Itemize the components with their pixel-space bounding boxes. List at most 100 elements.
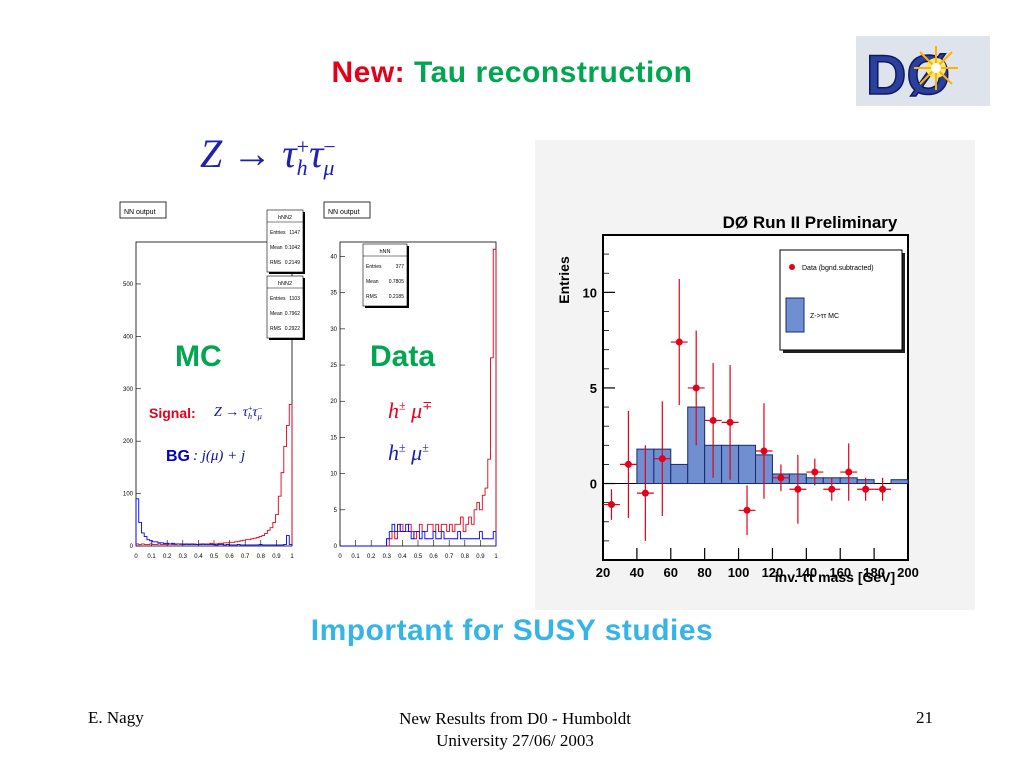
x-tick-label: 120 xyxy=(762,565,784,580)
y-tick-label: 10 xyxy=(330,472,337,478)
y-tick-label: 100 xyxy=(123,492,134,498)
data-point xyxy=(743,506,751,514)
panel-title: NN output xyxy=(328,209,360,216)
y-tick-label: 500 xyxy=(123,282,134,288)
y-tick-label: 5 xyxy=(590,381,597,396)
stat-box-value: 1103 xyxy=(289,296,300,302)
stat-box-name: hNN xyxy=(379,249,390,255)
legend-mc-label: Z->ττ MC xyxy=(810,313,839,320)
data-point xyxy=(862,485,870,493)
d0-logo-icon: DØ xyxy=(856,36,990,106)
stat-box-key: Entries xyxy=(270,296,286,302)
stat-box-value: 0.2185 xyxy=(389,294,405,300)
x-tick-label: 160 xyxy=(829,565,851,580)
slide-subtitle: Important for SUSY studies xyxy=(310,614,714,647)
stat-box-key: Mean xyxy=(366,279,379,285)
x-axis-label: inv. ττ mass [GeV] xyxy=(775,569,895,585)
data-point xyxy=(624,460,632,468)
x-tick-label: 0.4 xyxy=(194,554,203,560)
data-point xyxy=(658,455,666,463)
y-tick-label: 15 xyxy=(330,435,337,441)
x-tick-label: 0.7 xyxy=(241,554,250,560)
y-tick-label: 300 xyxy=(123,387,134,393)
x-tick-label: 0.1 xyxy=(351,554,360,560)
mc-bar xyxy=(670,463,689,485)
slide-title: New: Tau reconstruction xyxy=(0,56,1024,90)
x-tick-label: 0 xyxy=(134,554,138,560)
data-point xyxy=(726,418,734,426)
stat-box: hNN2 Entries 1103 Mean 0.7962 RMS 0.2922 xyxy=(266,275,305,340)
x-tick-label: 1 xyxy=(290,554,294,560)
stat-box-key: Entries xyxy=(366,264,382,270)
x-tick-label: 0.8 xyxy=(257,554,266,560)
x-tick-label: 60 xyxy=(664,565,678,580)
mc-bar xyxy=(738,444,757,485)
same-sign-label: h± μ± xyxy=(388,440,429,465)
x-tick-label: 20 xyxy=(596,565,610,580)
mc-nn-histogram: NN output 0 100 200 300 400 500 0 0.1 0.2 0.3 0.4 0.… xyxy=(119,201,305,560)
stat-box-value: 0.2149 xyxy=(285,260,301,266)
x-tick-label: 0.2 xyxy=(367,554,376,560)
stat-box-frame xyxy=(266,209,304,273)
stat-box-frame xyxy=(266,275,304,339)
stat-box-value: 0.7805 xyxy=(389,279,405,285)
data-point xyxy=(760,447,768,455)
y-tick-label: 0 xyxy=(334,544,338,550)
mc-label: MC xyxy=(175,340,222,373)
stat-box: hNN2 Entries 1147 Mean 0.1042 RMS 0.2149 xyxy=(266,209,305,274)
bg-formula: : j(μ) + j xyxy=(193,448,246,464)
stat-box: hNN Entries 377 Mean 0.7805 RMS 0.2185 xyxy=(362,243,409,308)
stat-box-value: 1147 xyxy=(289,230,300,236)
histogram-series-red xyxy=(135,404,293,546)
x-tick-label: 0.5 xyxy=(210,554,219,560)
data-point xyxy=(709,416,717,424)
panel-title-box xyxy=(119,201,167,219)
x-tick-label: 40 xyxy=(630,565,644,580)
x-tick-label: 0.9 xyxy=(476,554,485,560)
stat-box-value: 0.7962 xyxy=(285,311,301,317)
data-point xyxy=(828,485,836,493)
stat-box-key: RMS xyxy=(270,326,282,332)
x-tick-label: 0.5 xyxy=(414,554,423,560)
y-tick-label: 35 xyxy=(330,291,337,297)
signal-label: Signal: xyxy=(149,405,196,421)
y-tick-label: 0 xyxy=(130,544,134,550)
panel-title-box xyxy=(323,201,371,219)
footer-event: New Results from D0 - Humboldt Universit… xyxy=(399,709,631,750)
stat-box-key: RMS xyxy=(270,260,282,266)
y-tick-label: 40 xyxy=(330,254,337,260)
stat-box-value: 0.2922 xyxy=(285,326,301,332)
data-point xyxy=(845,468,853,476)
histogram-series-blue xyxy=(135,498,293,546)
formula-z-tau-h-tau-mu: Z → τ + h τ − μ xyxy=(200,131,336,180)
stat-box-key: Entries xyxy=(270,230,286,236)
y-tick-label: 200 xyxy=(123,439,134,445)
stat-box-value: 377 xyxy=(396,264,405,270)
mc-bar xyxy=(890,479,909,485)
y-tick-label: 5 xyxy=(334,508,338,514)
data-point xyxy=(607,501,615,509)
stat-box-key: RMS xyxy=(366,294,378,300)
x-tick-label: 80 xyxy=(697,565,711,580)
y-tick-label: 30 xyxy=(330,327,337,333)
x-tick-label: 0.3 xyxy=(179,554,188,560)
data-point xyxy=(675,338,683,346)
panel-title: NN output xyxy=(124,209,156,216)
y-tick-label: 10 xyxy=(583,285,597,300)
opposite-sign-label: h± μ∓ xyxy=(388,398,433,423)
stat-box-key: Mean xyxy=(270,245,283,251)
title-new-label: New: xyxy=(331,56,406,89)
ditau-mass-plot: DØ Run II Preliminary Entries inv. ττ mass… xyxy=(535,140,975,610)
y-axis-label: Entries xyxy=(556,256,572,304)
data-nn-histogram: NN output 0 5 10 15 20 25 30 35 40 0 0.1 0.2 0.3 0.4 0.… xyxy=(323,201,498,560)
stat-box-key: Mean xyxy=(270,311,283,317)
stat-box-value: 0.1042 xyxy=(285,245,301,251)
title-main-label: Tau reconstruction xyxy=(414,56,693,89)
data-point xyxy=(879,485,887,493)
stat-box-name: hNN2 xyxy=(278,215,292,221)
y-tick-label: 400 xyxy=(123,334,134,340)
x-tick-label: 140 xyxy=(795,565,817,580)
x-tick-label: 0.9 xyxy=(272,554,281,560)
data-point xyxy=(794,485,802,493)
